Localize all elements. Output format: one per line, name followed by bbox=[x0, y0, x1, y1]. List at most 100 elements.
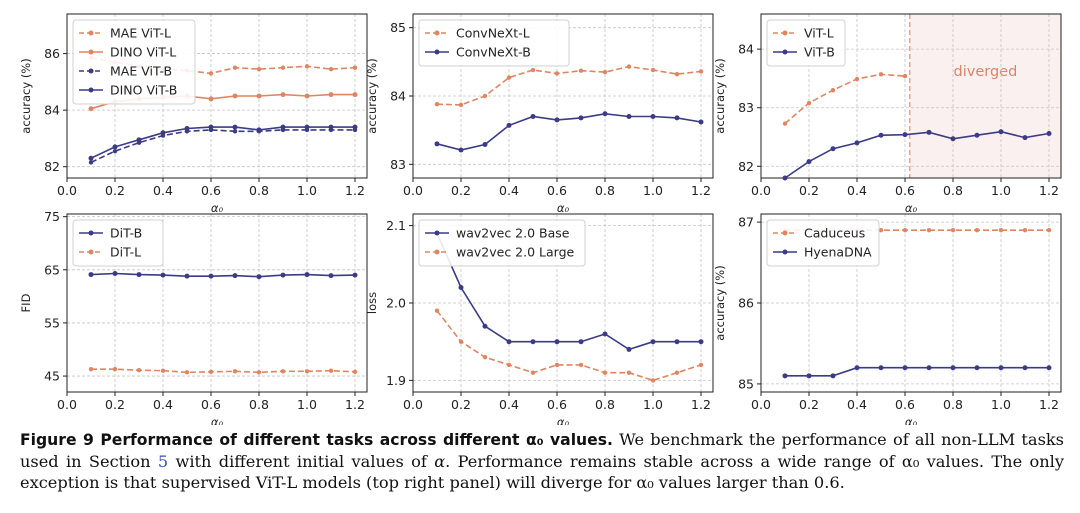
caption-section-link[interactable]: 5 bbox=[157, 452, 169, 471]
legend-label: DiT-B bbox=[110, 226, 142, 241]
data-point bbox=[878, 227, 884, 233]
legend-label: wav2vec 2.0 Base bbox=[456, 226, 570, 241]
data-point bbox=[854, 365, 860, 371]
data-point bbox=[458, 102, 464, 108]
series-line-convnext-b bbox=[436, 112, 702, 151]
data-point bbox=[482, 354, 488, 360]
series-line-vit-l bbox=[784, 73, 906, 125]
data-point bbox=[88, 106, 94, 112]
caption-text-3: . Performance remains stable across a wi… bbox=[20, 452, 1064, 492]
data-point bbox=[208, 96, 214, 102]
x-axis-label: α₀ bbox=[905, 201, 918, 215]
data-point bbox=[554, 71, 560, 76]
data-point bbox=[950, 136, 956, 142]
data-point bbox=[698, 69, 704, 74]
legend-marker bbox=[88, 249, 94, 255]
data-point bbox=[232, 65, 238, 70]
legend-marker bbox=[434, 230, 440, 236]
legend-marker bbox=[88, 30, 94, 36]
data-point bbox=[160, 368, 166, 373]
data-point bbox=[506, 362, 512, 368]
series-line-vit-b bbox=[784, 130, 1050, 179]
x-tick-label: 0.6 bbox=[547, 397, 567, 412]
data-point bbox=[506, 122, 512, 128]
legend-box bbox=[418, 219, 586, 267]
data-point bbox=[328, 66, 334, 72]
data-point bbox=[782, 373, 788, 379]
data-point bbox=[256, 93, 262, 99]
data-point bbox=[256, 370, 262, 375]
x-tick-label: 1.0 bbox=[991, 397, 1011, 412]
data-point bbox=[806, 100, 812, 106]
data-point bbox=[256, 127, 262, 133]
legend-marker bbox=[434, 49, 440, 55]
data-point bbox=[578, 115, 584, 121]
data-point bbox=[974, 132, 980, 138]
chart-panel-6: 0.0 0.2 0.4 0.6 0.8 1.0 1.2 85 86 87 α₀ accuracy (%… bbox=[713, 213, 1062, 425]
x-tick-label: 0.4 bbox=[499, 397, 519, 412]
x-tick-label: 0.8 bbox=[595, 397, 615, 412]
data-point bbox=[352, 369, 358, 375]
data-point bbox=[674, 115, 680, 121]
data-point bbox=[998, 365, 1004, 371]
data-point bbox=[554, 339, 560, 345]
chart-panel-2: 0.0 0.2 0.4 0.6 0.8 1.0 1.2 83 84 85 α₀ accuracy (%… bbox=[365, 13, 714, 215]
data-point bbox=[902, 73, 908, 79]
series-line-wav2vec-2-0-base bbox=[436, 232, 701, 351]
y-tick-label: 84 bbox=[390, 89, 406, 104]
x-tick-label: 0.2 bbox=[105, 397, 125, 412]
data-point bbox=[280, 124, 286, 130]
x-tick-label: 1.0 bbox=[643, 183, 663, 198]
data-point bbox=[950, 365, 956, 371]
data-point bbox=[112, 144, 118, 150]
data-point bbox=[698, 339, 704, 345]
data-point bbox=[352, 65, 358, 70]
data-point bbox=[674, 370, 680, 375]
data-point bbox=[458, 285, 464, 291]
data-point bbox=[136, 137, 142, 143]
series-line-wav2vec-2-0-large bbox=[436, 310, 702, 382]
series-line-hyenadna bbox=[785, 366, 1049, 377]
y-tick-label: 1.9 bbox=[386, 373, 406, 388]
data-point bbox=[578, 339, 584, 345]
data-point bbox=[232, 369, 238, 374]
x-tick-label: 0.4 bbox=[847, 183, 867, 198]
data-point bbox=[926, 227, 932, 233]
chart-panel-4: 0.0 0.2 0.4 0.6 0.8 1.0 1.2 45 55 65 75 α₀ FID DiT-B D… bbox=[19, 209, 368, 425]
x-tick-label: 1.2 bbox=[1039, 183, 1059, 198]
legend-marker bbox=[88, 68, 94, 74]
legend-marker bbox=[88, 230, 94, 236]
series-line-dino-vit-b bbox=[90, 126, 355, 159]
data-point bbox=[112, 148, 118, 154]
data-point bbox=[434, 308, 440, 313]
data-point bbox=[232, 273, 238, 279]
data-point bbox=[160, 272, 166, 278]
data-point bbox=[328, 273, 334, 279]
data-point bbox=[926, 129, 932, 135]
x-tick-label: 0.6 bbox=[201, 397, 221, 412]
data-point bbox=[530, 114, 536, 119]
data-point bbox=[878, 365, 884, 371]
data-point bbox=[1022, 227, 1028, 233]
data-point bbox=[434, 141, 440, 147]
data-point bbox=[806, 159, 812, 165]
data-point bbox=[902, 365, 908, 371]
y-axis-label: accuracy (%) bbox=[713, 265, 727, 340]
y-tick-label: 83 bbox=[390, 157, 406, 172]
x-tick-label: 0.0 bbox=[57, 183, 77, 198]
data-point bbox=[782, 175, 788, 181]
x-tick-label: 0.0 bbox=[751, 183, 771, 198]
data-point bbox=[602, 111, 608, 117]
x-axis-label: α₀ bbox=[211, 201, 224, 215]
x-axis-label: α₀ bbox=[211, 415, 224, 425]
data-point bbox=[902, 227, 908, 233]
data-point bbox=[482, 142, 488, 148]
x-tick-label: 0.6 bbox=[201, 183, 221, 198]
diverged-label: diverged bbox=[954, 64, 1018, 80]
data-point bbox=[280, 369, 286, 374]
legend-marker bbox=[782, 249, 788, 255]
data-point bbox=[88, 366, 94, 372]
data-point bbox=[806, 373, 812, 379]
x-tick-label: 0.8 bbox=[249, 183, 269, 198]
legend-label: MAE ViT-L bbox=[110, 26, 171, 41]
